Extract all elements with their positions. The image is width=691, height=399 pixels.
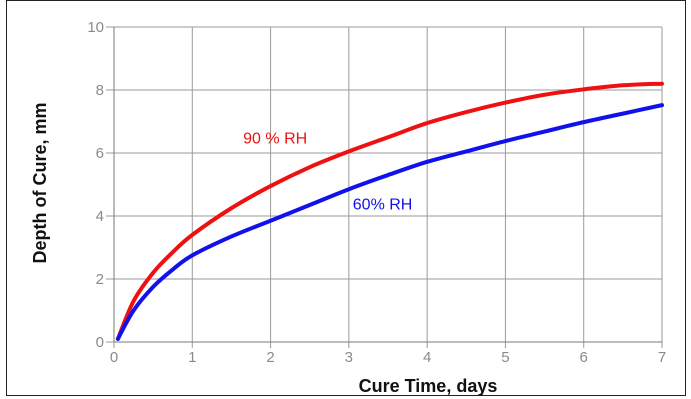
series-label-1: 60% RH	[353, 197, 413, 214]
x-tick-label: 2	[266, 349, 274, 366]
annotations: 90 % RH 60% RH	[243, 131, 412, 214]
y-tick-label: 0	[96, 334, 104, 351]
y-tick-label: 4	[96, 208, 104, 225]
x-tick-label: 5	[501, 349, 509, 366]
x-tick-label: 7	[658, 349, 666, 366]
x-tick-label: 3	[345, 349, 353, 366]
y-tick-label: 2	[96, 271, 104, 288]
y-axis-title: Depth of Cure, mm	[30, 102, 50, 263]
x-axis-title: Cure Time, days	[359, 376, 498, 396]
y-tick-label: 8	[96, 82, 104, 99]
x-tick-label: 6	[580, 349, 588, 366]
series	[115, 81, 664, 341]
series-line-0	[115, 81, 664, 341]
y-tick-label: 10	[87, 19, 104, 36]
x-tick-label: 4	[423, 349, 431, 366]
tick-labels: 0 1 2 3 4 5 6 7 0 2 4 6 8 10	[87, 19, 666, 366]
series-label-0: 90 % RH	[243, 131, 307, 148]
x-tick-label: 0	[110, 349, 118, 366]
grid	[113, 26, 663, 343]
y-tick-label: 6	[96, 145, 104, 162]
x-tick-label: 1	[188, 349, 196, 366]
series-line-1	[115, 103, 664, 341]
axes	[106, 26, 663, 348]
